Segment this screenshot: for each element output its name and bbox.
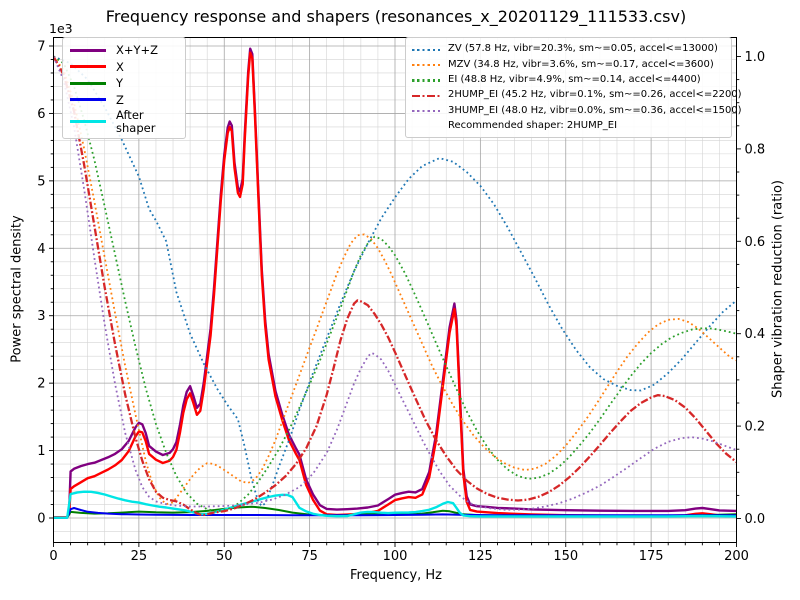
legend-line-sample xyxy=(70,65,106,69)
x-tick-label: 75 xyxy=(301,549,318,564)
legend-label: X+Y+Z xyxy=(116,43,159,58)
y-left-tick-label: 5 xyxy=(37,174,45,189)
series-3hump-ei xyxy=(53,56,737,511)
x-tick-label: 50 xyxy=(216,549,233,564)
x-tick-label: 175 xyxy=(639,549,664,564)
legend-label: ZV (57.8 Hz, vibr=20.3%, sm~=0.05, accel… xyxy=(448,43,718,55)
legend-item: 2HUMP_EI (45.2 Hz, vibr=0.1%, sm~=0.26, … xyxy=(412,88,742,103)
right-axis-label: Shaper vibration reduction (ratio) xyxy=(770,180,786,398)
x-axis-label: Frequency, Hz xyxy=(349,568,443,583)
y-left-tick-label: 7 xyxy=(37,40,45,55)
legend-item: MZV (34.8 Hz, vibr=3.6%, sm~=0.17, accel… xyxy=(412,57,725,72)
y-left-tick-label: 0 xyxy=(37,512,45,527)
x-tick-label: 100 xyxy=(383,549,408,564)
legend-line-sample xyxy=(412,110,440,113)
y-left-tick-label: 2 xyxy=(37,377,45,392)
legend-psd: X+Y+Z X Y Z After shaper xyxy=(62,37,186,139)
series-after-shaper xyxy=(53,490,737,519)
y-right-tick-label: 0.0 xyxy=(745,512,766,527)
ticks xyxy=(49,45,741,547)
x-tick-label: 150 xyxy=(553,549,578,564)
legend-shapers: ZV (57.8 Hz, vibr=20.3%, sm~=0.05, accel… xyxy=(405,37,742,139)
legend-line-sample xyxy=(412,94,440,98)
legend-item: X xyxy=(70,59,179,76)
legend-item: ZV (57.8 Hz, vibr=20.3%, sm~=0.05, accel… xyxy=(412,42,725,57)
legend-item: 3HUMP_EI (48.0 Hz, vibr=0.0%, sm~=0.36, … xyxy=(412,104,742,119)
y-right-tick-label: 0.8 xyxy=(745,142,766,157)
legend-line-sample xyxy=(70,48,106,52)
x-tick-label: 200 xyxy=(724,549,749,564)
legend-item: EI (48.8 Hz, vibr=4.9%, sm~=0.14, accel<… xyxy=(412,73,725,88)
legend-note: Recommended shaper: 2HUMP_EI xyxy=(448,120,618,132)
left-axis-label: Power spectral density xyxy=(9,215,25,363)
y-right-tick-label: 0.2 xyxy=(745,420,766,435)
legend-line-sample xyxy=(70,98,106,102)
y-left-tick-label: 1 xyxy=(37,444,45,459)
legend-line-sample xyxy=(412,48,440,51)
series-group xyxy=(53,47,737,519)
y-right-tick-label: 1.0 xyxy=(745,50,766,65)
legend-item: After shaper xyxy=(70,108,179,135)
tick-labels: 0 25 50 75 100 125 150 175 200 0 1 2 3 4 5 6 7 0.0 0.2 0.4 0… xyxy=(37,40,765,565)
x-tick-label: 125 xyxy=(468,549,493,564)
legend-line-sample xyxy=(70,81,106,85)
legend-item: X+Y+Z xyxy=(70,42,179,59)
x-tick-label: 0 xyxy=(49,549,57,564)
legend-label: 2HUMP_EI (45.2 Hz, vibr=0.1%, sm~=0.26, … xyxy=(448,89,742,101)
y-left-tick-label: 3 xyxy=(37,309,45,324)
series-x xyxy=(53,51,737,519)
series-2hump-ei xyxy=(53,55,737,517)
x-tick-label: 25 xyxy=(131,549,148,564)
legend-label: After shaper xyxy=(116,108,156,135)
legend-label: 3HUMP_EI (48.0 Hz, vibr=0.0%, sm~=0.36, … xyxy=(448,104,742,116)
legend-label: Y xyxy=(116,76,124,91)
legend-label: EI (48.8 Hz, vibr=4.9%, sm~=0.14, accel<… xyxy=(448,74,701,86)
legend-line-sample xyxy=(412,79,440,82)
series-ei xyxy=(53,55,737,513)
legend-item: Y xyxy=(70,75,179,92)
y-axis-offset-text: 1e3 xyxy=(49,21,73,36)
y-right-tick-label: 0.4 xyxy=(745,327,766,342)
chart-title: Frequency response and shapers (resonanc… xyxy=(105,7,687,26)
legend-label: MZV (34.8 Hz, vibr=3.6%, sm~=0.17, accel… xyxy=(448,58,714,70)
y-right-tick-label: 0.6 xyxy=(745,235,766,250)
legend-label: Z xyxy=(116,92,124,107)
legend-line-sample xyxy=(70,120,106,123)
y-left-tick-label: 6 xyxy=(37,107,45,122)
legend-item: Z xyxy=(70,92,179,109)
legend-label: X xyxy=(116,59,124,74)
y-left-tick-label: 4 xyxy=(37,242,45,257)
legend-line-sample xyxy=(412,63,440,67)
